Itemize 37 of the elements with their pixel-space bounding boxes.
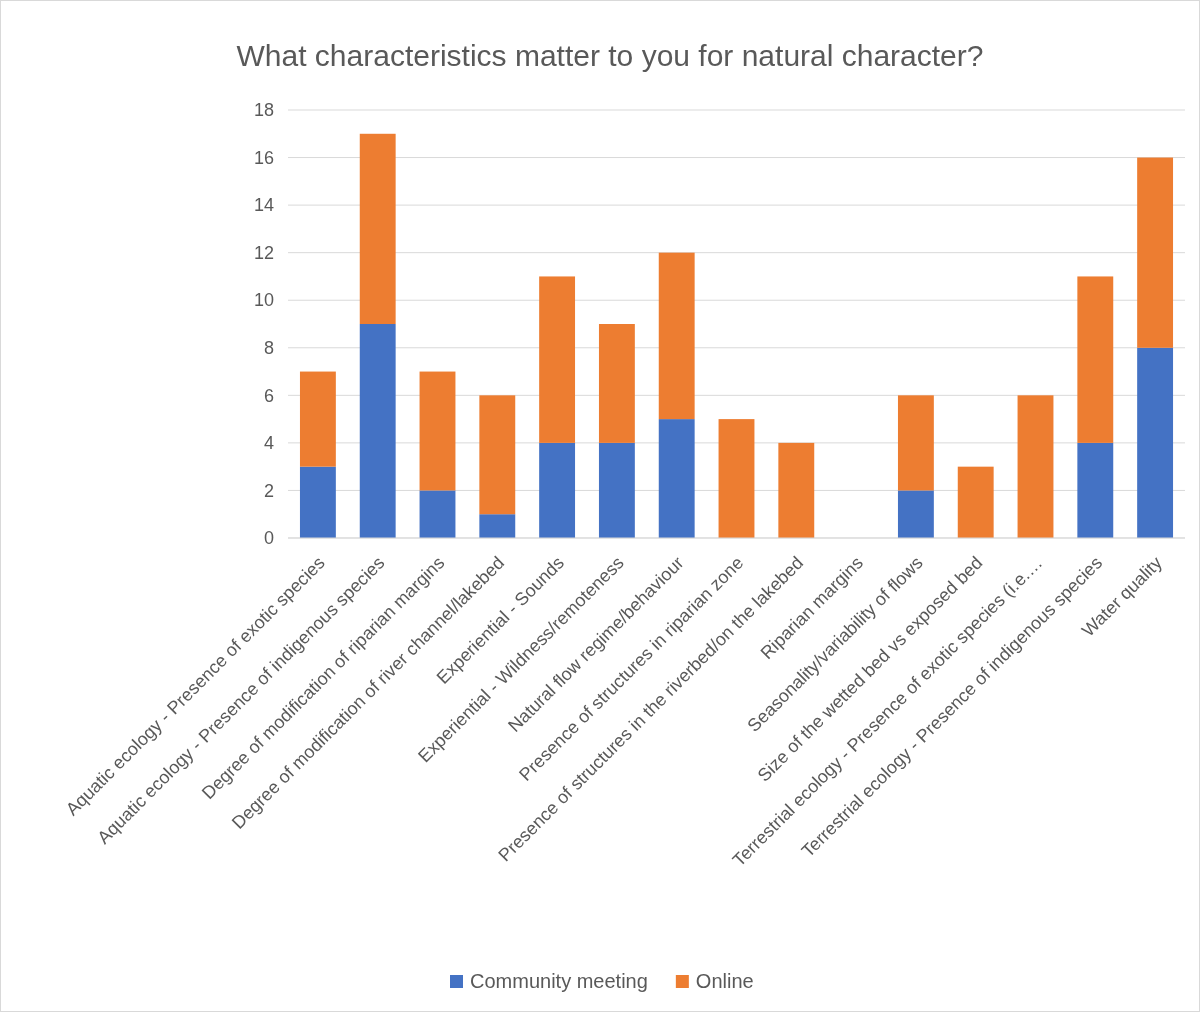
bar: [778, 442, 815, 538]
bar: [598, 324, 635, 443]
bar: [1137, 157, 1174, 348]
legend-label: Community meeting: [470, 970, 648, 992]
bar: [1017, 395, 1054, 538]
bar: [299, 371, 336, 467]
bar: [299, 466, 336, 538]
bar: [658, 419, 695, 538]
bar: [1077, 442, 1114, 538]
bar: [957, 466, 994, 538]
bar: [658, 252, 695, 420]
bar: [419, 371, 456, 491]
bar: [718, 419, 755, 538]
y-tick-label: 0: [263, 528, 274, 549]
bar: [598, 442, 635, 538]
y-tick-label: 6: [263, 385, 274, 406]
bar: [359, 133, 396, 324]
bar: [359, 324, 396, 538]
bar: [479, 395, 516, 515]
bar: [1137, 347, 1174, 538]
y-tick-label: 2: [263, 480, 274, 501]
y-tick-label: 10: [253, 290, 274, 311]
y-tick-label: 8: [263, 338, 274, 359]
chart-title: What characteristics matter to you for natural character?: [236, 39, 984, 72]
bar: [539, 442, 576, 538]
bar: [897, 395, 934, 491]
legend-label: Online: [695, 970, 754, 992]
bar: [419, 490, 456, 538]
bar: [1077, 276, 1114, 443]
bar: [539, 276, 576, 443]
y-tick-label: 14: [253, 195, 274, 216]
y-tick-label: 12: [253, 242, 274, 263]
bar: [897, 490, 934, 538]
y-tick-label: 4: [263, 433, 274, 454]
y-tick-label: 16: [253, 147, 274, 168]
y-tick-label: 18: [253, 100, 274, 121]
bar: [479, 514, 516, 538]
